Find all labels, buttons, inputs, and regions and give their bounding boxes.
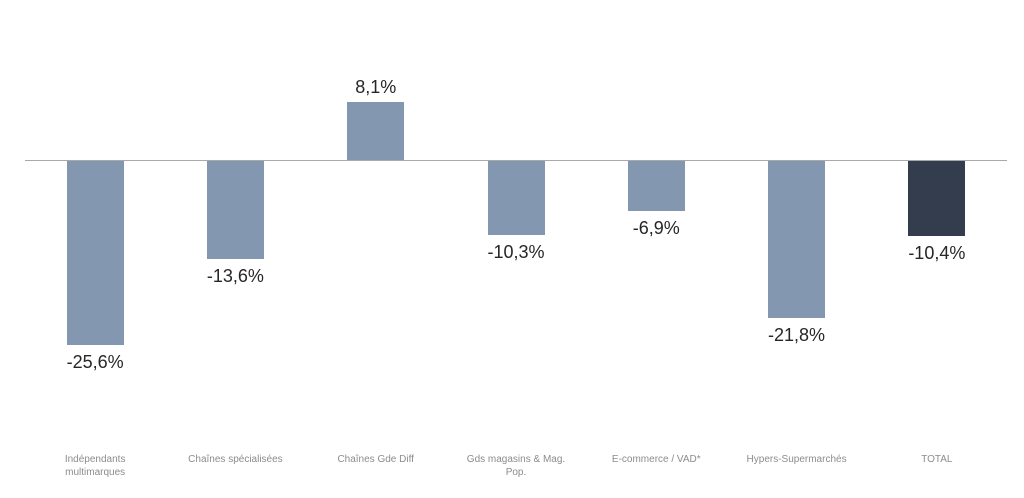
value-label-cat-1: -25,6% — [66, 352, 124, 373]
value-label-cat-3: 8,1% — [355, 76, 397, 97]
bar-cat-3 — [347, 101, 405, 160]
value-label-total: -10,4% — [908, 242, 966, 263]
category-label-total: TOTAL — [921, 454, 953, 465]
category-label-cat-4: Gds magasins & Mag. Pop. — [466, 454, 566, 479]
category-label-cat-5: E-commerce / VAD* — [611, 454, 701, 465]
value-label-cat-6: -21,8% — [768, 324, 826, 345]
category-label-cat-2: Chaînes spécialisées — [188, 454, 283, 465]
bar-total — [908, 161, 966, 236]
bar-cat-6 — [768, 161, 826, 318]
bar-cat-5 — [627, 161, 685, 211]
category-label-cat-6: Hypers-Supermarchés — [746, 454, 847, 465]
bar-cat-1 — [66, 161, 124, 346]
bar-cat-4 — [487, 161, 545, 236]
bar-cat-2 — [206, 161, 264, 259]
category-label-cat-3: Chaînes Gde Diff — [337, 454, 414, 465]
value-label-cat-5: -6,9% — [632, 217, 680, 238]
value-label-cat-2: -13,6% — [206, 265, 264, 286]
value-label-cat-4: -10,3% — [487, 242, 545, 263]
x-axis-zero-line — [25, 160, 1007, 161]
category-label-cat-1: Indépendants multimarques — [64, 454, 126, 479]
